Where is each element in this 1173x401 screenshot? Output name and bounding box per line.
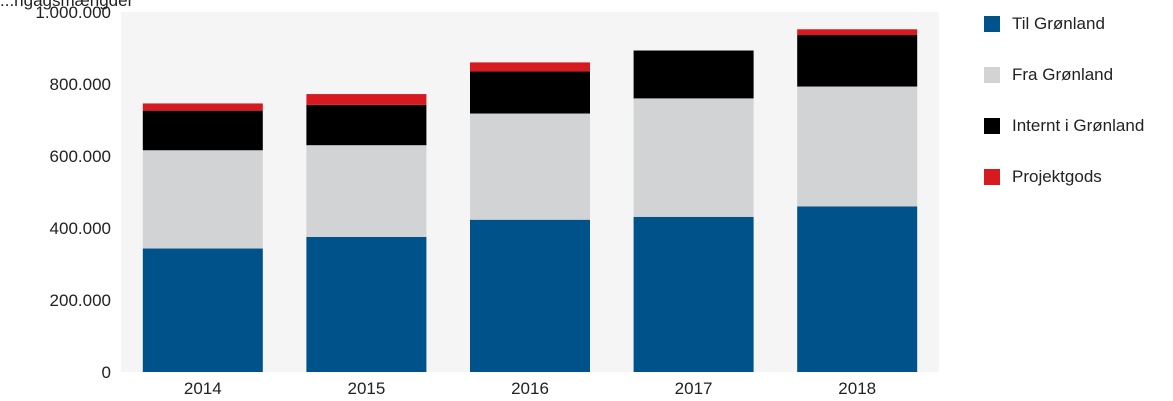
x-tick-label: 2014 bbox=[184, 379, 222, 398]
bar-segment bbox=[142, 103, 263, 111]
bar-segment bbox=[142, 110, 263, 151]
bar-segment bbox=[633, 50, 754, 99]
y-axis: 0 200.000 400.000 600.000 800.000 1.000.000 bbox=[35, 3, 111, 382]
bar-segment bbox=[797, 35, 918, 87]
legend-label: Projektgods bbox=[1012, 166, 1102, 186]
legend-item: Projektgods bbox=[984, 163, 1144, 190]
legend: Til Grønland Fra Grønland Internt i Grønla… bbox=[984, 10, 1144, 214]
bar-segment bbox=[633, 216, 754, 372]
bar-segment bbox=[142, 248, 263, 372]
cropped-header-text: ...ngagsmængder bbox=[0, 0, 134, 10]
bar-segment bbox=[470, 219, 590, 372]
y-tick-label: 200.000 bbox=[50, 291, 111, 310]
bars-group bbox=[142, 29, 918, 372]
legend-item: Til Grønland bbox=[984, 10, 1144, 37]
legend-swatch bbox=[984, 15, 1000, 32]
bar-segment bbox=[306, 94, 427, 105]
bar-segment bbox=[470, 71, 590, 114]
y-tick-label: 1.000.000 bbox=[35, 3, 111, 22]
bar-segment bbox=[306, 145, 427, 237]
legend-label: Fra Grønland bbox=[1012, 64, 1114, 84]
bar-segment bbox=[470, 62, 590, 72]
bar-segment bbox=[306, 237, 427, 372]
legend-label: Internt i Grønland bbox=[1012, 115, 1145, 135]
bar-segment bbox=[797, 29, 918, 36]
y-tick-label: 400.000 bbox=[50, 219, 111, 238]
bar-segment bbox=[306, 104, 427, 146]
x-axis: 2014 2015 2016 2017 2018 bbox=[184, 379, 876, 398]
y-tick-label: 800.000 bbox=[50, 75, 111, 94]
legend-item: Internt i Grønland bbox=[984, 112, 1144, 139]
y-tick-label: 0 bbox=[102, 363, 111, 382]
x-tick-label: 2017 bbox=[675, 379, 713, 398]
x-tick-label: 2018 bbox=[838, 379, 876, 398]
stacked-bar-chart: 0 200.000 400.000 600.000 800.000 1.000.000 2… bbox=[35, 3, 918, 398]
x-tick-label: 2015 bbox=[347, 379, 385, 398]
x-tick-label: 2016 bbox=[511, 379, 549, 398]
bar-segment bbox=[470, 113, 590, 220]
bar-segment bbox=[797, 206, 918, 372]
bar-segment bbox=[797, 86, 918, 207]
legend-item: Fra Grønland bbox=[984, 61, 1144, 88]
legend-label: Til Grønland bbox=[1012, 13, 1105, 33]
bar-segment bbox=[142, 150, 263, 249]
y-tick-label: 600.000 bbox=[50, 147, 111, 166]
legend-swatch bbox=[984, 66, 1000, 83]
legend-swatch bbox=[984, 117, 1000, 134]
bar-segment bbox=[633, 98, 754, 217]
legend-swatch bbox=[984, 168, 1000, 185]
